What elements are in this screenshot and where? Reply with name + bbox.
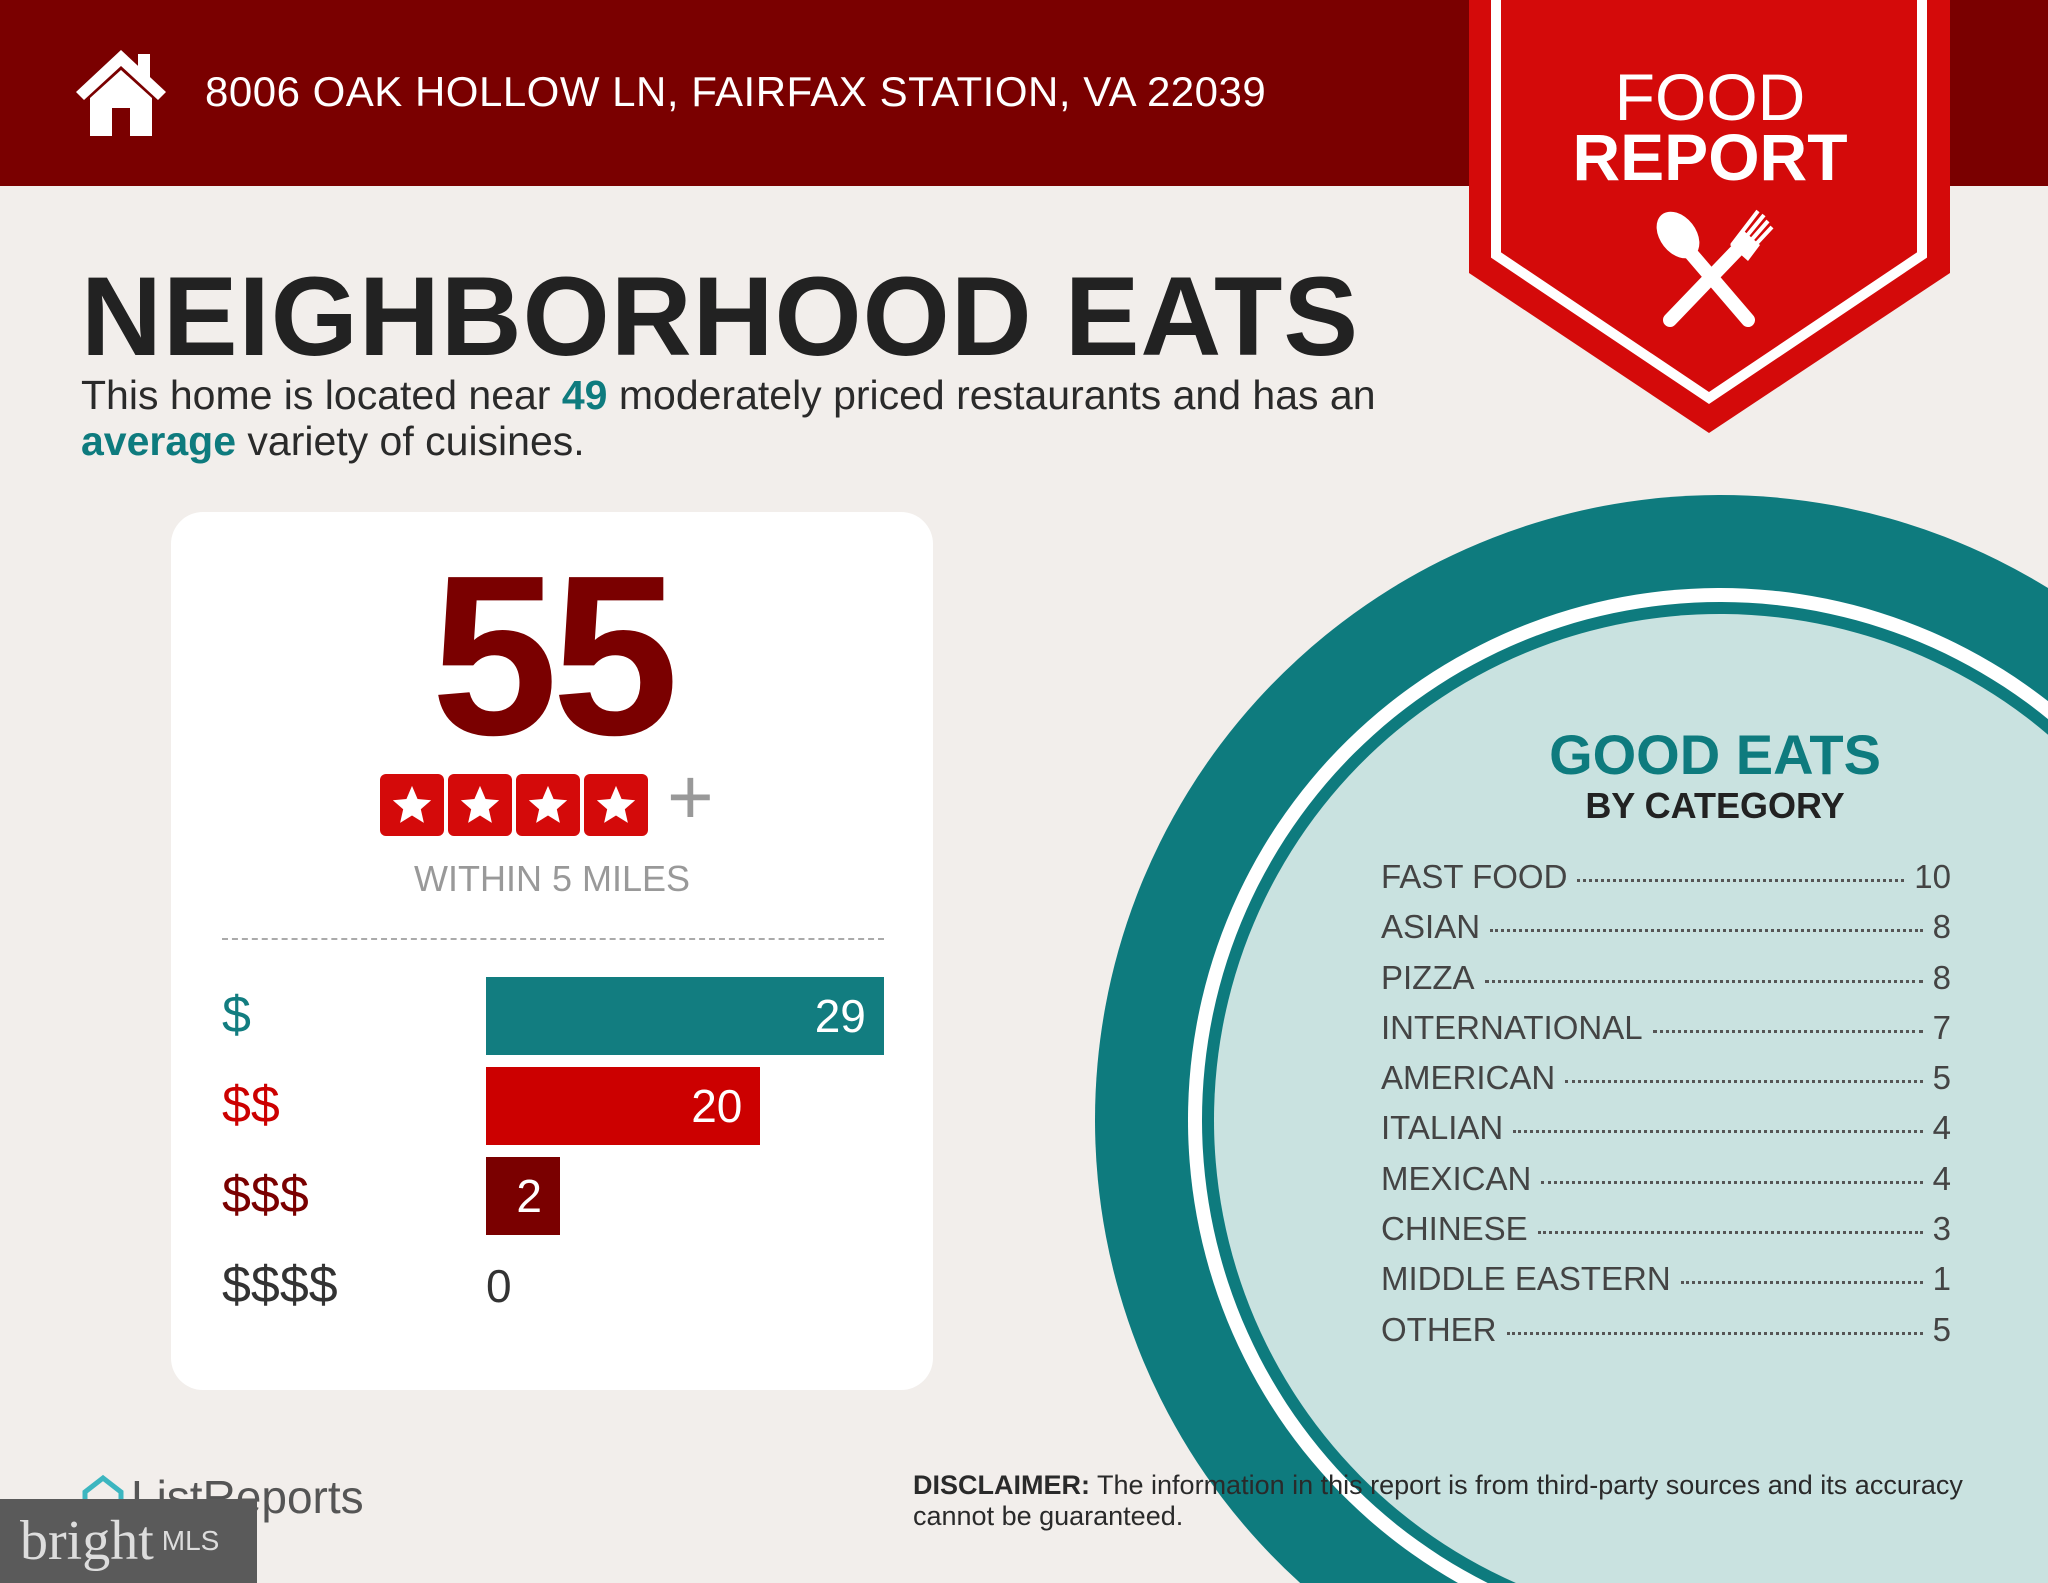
category-name: AMERICAN bbox=[1381, 1059, 1556, 1097]
category-item: ASIAN 8 bbox=[1381, 906, 1951, 956]
disclaimer-label: DISCLAIMER: bbox=[913, 1470, 1090, 1500]
category-count: 4 bbox=[1932, 1159, 1951, 1197]
good-eats-title: GOOD EATS bbox=[1549, 723, 1881, 786]
category-name: MEXICAN bbox=[1381, 1159, 1532, 1197]
restaurant-total-count: 55 bbox=[431, 529, 679, 783]
plate-center bbox=[1214, 614, 2048, 1583]
category-name: MIDDLE EASTERN bbox=[1381, 1260, 1671, 1298]
dot-leader bbox=[1680, 1281, 1923, 1285]
category-item: FAST FOOD 10 bbox=[1381, 856, 1951, 906]
category-name: ITALIAN bbox=[1381, 1109, 1504, 1147]
restaurant-summary-card: 55 + WITHIN 5 MILES $29 $$ 20 $$$ 2 $$$$ 0 bbox=[171, 512, 933, 1390]
star-icon bbox=[584, 774, 648, 836]
mls-wordmark: MLS bbox=[161, 1525, 220, 1556]
disclaimer-text: The information in this report is from t… bbox=[913, 1470, 1963, 1531]
food-report-badge: FOOD REPORT bbox=[1460, 0, 1960, 440]
summary-text: This home is located near 49 moderately … bbox=[81, 372, 1481, 464]
dot-leader bbox=[1506, 1331, 1923, 1335]
price-tier-label: $$$ bbox=[222, 1166, 309, 1224]
price-tier-row: $$ 20 bbox=[222, 1067, 902, 1145]
price-tier-row: $$$ 2 bbox=[222, 1157, 902, 1235]
dot-leader bbox=[1652, 1029, 1923, 1033]
radius-label: WITHIN 5 MILES bbox=[413, 858, 691, 899]
badge-line-food: FOOD bbox=[1614, 60, 1806, 134]
category-count: 3 bbox=[1932, 1210, 1951, 1248]
price-tier-bar: 2 bbox=[486, 1157, 560, 1235]
category-item: AMERICAN 5 bbox=[1381, 1057, 1951, 1107]
summary-text-part: moderately priced restaurants and has an bbox=[607, 372, 1376, 418]
summary-text-part: This home is located near bbox=[81, 372, 562, 418]
dot-leader bbox=[1565, 1080, 1923, 1084]
dot-leader bbox=[1490, 929, 1923, 933]
category-count: 8 bbox=[1932, 908, 1951, 946]
price-tier-label: $$ bbox=[222, 1076, 280, 1134]
dot-leader bbox=[1484, 979, 1923, 983]
restaurant-count-highlight: 49 bbox=[561, 372, 608, 418]
price-tier-value: 0 bbox=[486, 1260, 512, 1312]
category-count: 5 bbox=[1932, 1310, 1951, 1348]
bright-mls-logo: bright MLS bbox=[0, 1499, 257, 1583]
category-count: 4 bbox=[1932, 1109, 1951, 1147]
category-name: PIZZA bbox=[1381, 958, 1475, 996]
category-item: MEXICAN 4 bbox=[1381, 1158, 1951, 1208]
dot-leader bbox=[1537, 1231, 1923, 1235]
property-address: 8006 OAK HOLLOW LN, FAIRFAX STATION, VA … bbox=[205, 68, 1267, 115]
summary-text-part: variety of cuisines. bbox=[236, 418, 585, 464]
category-item: MIDDLE EASTERN 1 bbox=[1381, 1258, 1951, 1308]
price-tier-bar: 20 bbox=[486, 1067, 761, 1145]
category-name: CHINESE bbox=[1381, 1210, 1528, 1248]
dot-leader bbox=[1577, 879, 1905, 882]
category-count: 10 bbox=[1914, 858, 1951, 895]
category-item: CHINESE 3 bbox=[1381, 1208, 1951, 1258]
good-eats-subtitle: BY CATEGORY bbox=[1585, 785, 1845, 826]
category-name: FAST FOOD bbox=[1381, 858, 1568, 895]
plus-icon: + bbox=[667, 752, 714, 841]
spoon-fork-icon bbox=[1656, 209, 1774, 327]
category-name: INTERNATIONAL bbox=[1381, 1008, 1643, 1046]
category-list: FAST FOOD 10 ASIAN 8 PIZZA 8 INTERNATIONAL 7 AME… bbox=[1381, 856, 1951, 1359]
price-tier-bar: 29 bbox=[486, 977, 884, 1055]
category-count: 7 bbox=[1932, 1008, 1951, 1046]
star-icon bbox=[448, 774, 512, 836]
dot-leader bbox=[1513, 1130, 1923, 1134]
house-icon bbox=[76, 50, 166, 136]
category-item: ITALIAN 4 bbox=[1381, 1107, 1951, 1157]
category-count: 1 bbox=[1932, 1260, 1951, 1298]
star-icon bbox=[380, 774, 444, 836]
category-item: INTERNATIONAL 7 bbox=[1381, 1007, 1951, 1057]
category-item: PIZZA 8 bbox=[1381, 957, 1951, 1007]
price-tier-label: $ bbox=[222, 986, 251, 1044]
price-tier-row: $29 bbox=[222, 977, 902, 1055]
star-rating bbox=[380, 774, 648, 836]
page-title: NEIGHBORHOOD EATS bbox=[81, 254, 1360, 379]
disclaimer: DISCLAIMER: The information in this repo… bbox=[913, 1470, 1973, 1532]
category-count: 5 bbox=[1932, 1059, 1951, 1097]
dot-leader bbox=[1541, 1180, 1923, 1184]
badge-line-report: REPORT bbox=[1572, 120, 1848, 194]
price-tier-label: $$$$ bbox=[222, 1256, 338, 1314]
category-count: 8 bbox=[1932, 958, 1951, 996]
category-name: OTHER bbox=[1381, 1310, 1497, 1348]
category-item: OTHER 5 bbox=[1381, 1309, 1951, 1359]
price-tier-row: $$$$ 0 bbox=[222, 1247, 902, 1325]
category-name: ASIAN bbox=[1381, 908, 1481, 946]
bright-wordmark: bright bbox=[20, 1510, 154, 1572]
variety-highlight: average bbox=[81, 418, 237, 464]
star-icon bbox=[516, 774, 580, 836]
divider bbox=[222, 938, 884, 940]
